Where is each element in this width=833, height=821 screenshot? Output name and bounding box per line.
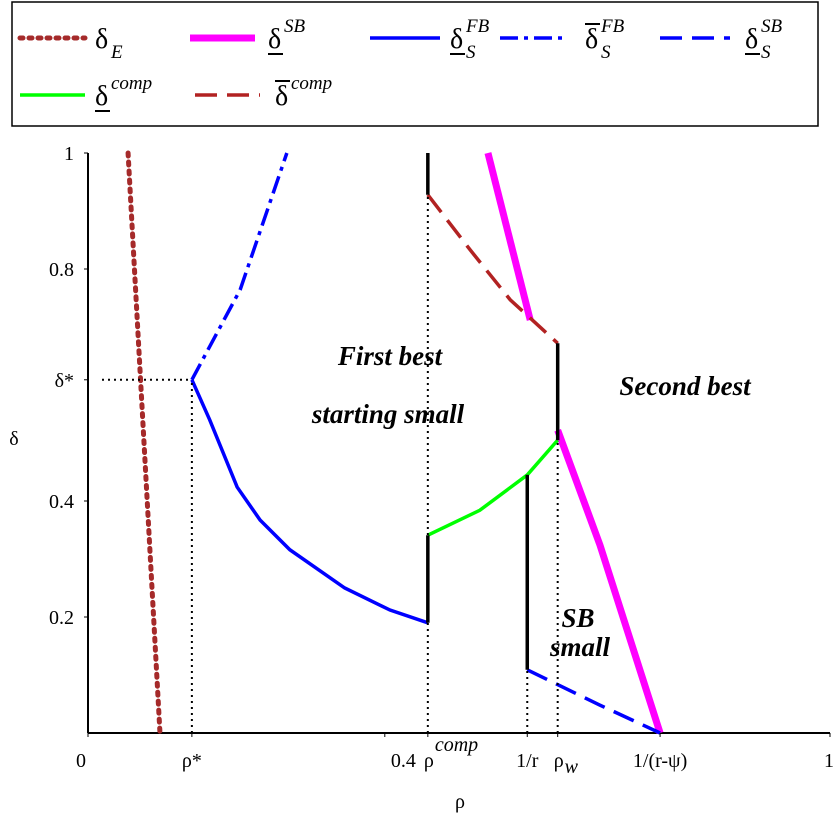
series-line (484, 152, 534, 321)
legend-sup: FB (600, 16, 625, 37)
x-tick-script: comp (435, 734, 478, 756)
series-line (125, 150, 163, 736)
series-line (427, 438, 560, 537)
x-tick-label: 0.4 (391, 750, 416, 772)
y-tick-label: δ* (55, 370, 74, 392)
legend-sub: E (110, 42, 123, 63)
x-tick-label: ρ (424, 750, 434, 772)
series-line (426, 193, 559, 345)
legend-box (11, 1, 819, 127)
legend-sub: S (601, 42, 611, 63)
legend-label: δ (95, 24, 108, 55)
series-line (526, 668, 661, 735)
legend-label: δ (275, 81, 288, 112)
legend-sup: SB (284, 16, 306, 37)
x-tick-label: 0 (76, 750, 86, 772)
legend-sub: S (761, 42, 771, 63)
x-axis-label: ρ (455, 791, 465, 813)
x-tick-label: 1 (824, 750, 833, 772)
series-line (190, 379, 429, 625)
legend-sup: SB (761, 16, 783, 37)
y-tick-label: 0.4 (49, 491, 74, 513)
annotation: starting small (311, 399, 465, 429)
y-tick-label: 0.2 (49, 607, 74, 629)
x-tick-label: 1/r (516, 750, 539, 772)
annotation: SB (561, 603, 594, 633)
annotation: Second best (619, 371, 752, 401)
legend-label: δ (745, 24, 758, 55)
series-line (554, 429, 664, 735)
series-line (190, 152, 289, 381)
legend-sup: comp (111, 73, 152, 94)
legend-label: δ (268, 24, 281, 55)
y-tick-label: 0.8 (49, 259, 74, 281)
legend-label: δ (450, 24, 463, 55)
y-axis-label: δ (9, 428, 18, 450)
legend-label: δ (585, 24, 598, 55)
x-tick-script: w (565, 756, 579, 778)
legend-label: δ (95, 81, 108, 112)
annotation: First best (337, 341, 444, 371)
x-tick-label: ρ (554, 750, 564, 772)
legend-sup: comp (291, 73, 332, 94)
annotation: small (549, 632, 611, 662)
y-tick-label: 1 (64, 143, 74, 165)
x-tick-label: ρ* (182, 750, 202, 772)
legend-sub: S (466, 42, 476, 63)
legend-sup: FB (465, 16, 490, 37)
x-tick-label: 1/(r-ψ) (633, 750, 687, 772)
